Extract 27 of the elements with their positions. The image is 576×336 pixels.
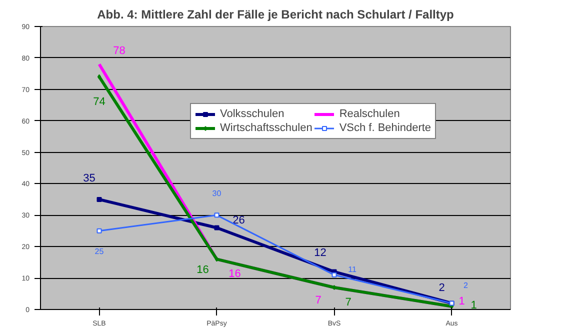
- legend-label: Realschulen: [339, 108, 400, 120]
- data-label: 74: [93, 96, 106, 108]
- data-label: 7: [345, 296, 352, 308]
- legend-label: VSch f. Behinderte: [339, 122, 432, 134]
- data-label: 2: [464, 281, 469, 290]
- data-label: 12: [314, 246, 326, 259]
- data-label: 1: [470, 299, 477, 312]
- data-label: 7: [315, 294, 322, 306]
- point: [96, 228, 102, 234]
- chart-title: Abb. 4: Mittlere Zahl der Fälle je Bericht nach Schulart / Falltyp: [97, 8, 454, 22]
- data-label: 78: [113, 45, 126, 58]
- data-label: 1: [458, 295, 465, 308]
- data-label: 16: [196, 264, 209, 276]
- point: [214, 225, 220, 230]
- point: [214, 212, 220, 218]
- data-label: 26: [232, 214, 245, 227]
- point: [96, 196, 102, 202]
- point: [332, 272, 337, 278]
- data-label: 30: [212, 189, 222, 198]
- data-label: 35: [83, 172, 96, 184]
- data-label: 16: [228, 268, 241, 280]
- data-label: 2: [438, 282, 445, 294]
- point: [97, 74, 102, 80]
- data-label: 25: [94, 246, 104, 256]
- legend-label: Wirtschaftsschulen: [220, 122, 312, 134]
- data-label: 11: [348, 264, 357, 274]
- legend-label: Volksschulen: [220, 108, 284, 120]
